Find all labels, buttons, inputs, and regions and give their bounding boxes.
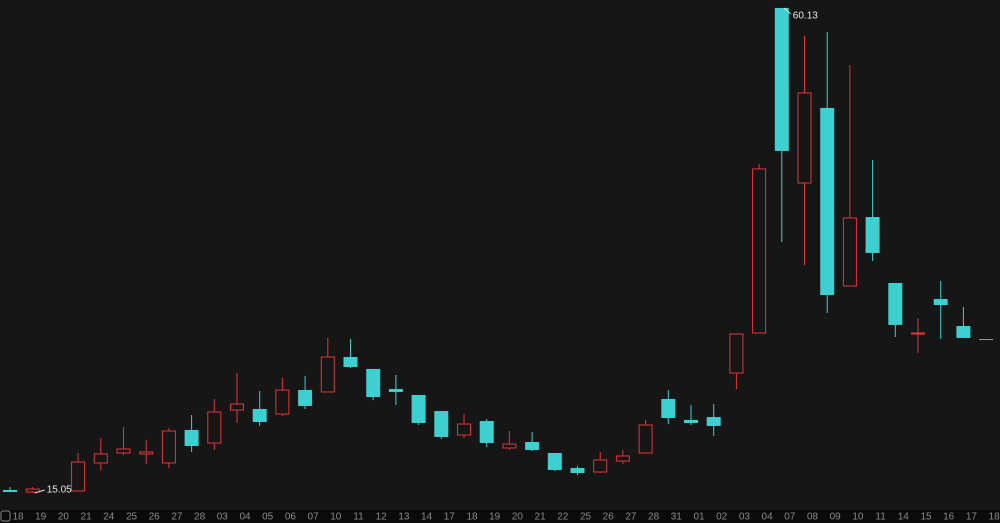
candle-body <box>593 459 608 473</box>
candle-body <box>275 389 290 415</box>
x-tick-label: 15 <box>920 512 932 523</box>
candle-body <box>570 468 585 473</box>
candle-body <box>230 403 244 411</box>
candle-body <box>842 217 857 287</box>
x-tick-label: 11 <box>875 512 886 523</box>
candle-body <box>706 417 721 426</box>
x-tick-label: 18 <box>989 512 1000 523</box>
candle-body <box>93 453 108 464</box>
x-tick-label: 28 <box>648 512 660 523</box>
x-tick-label: 08 <box>807 512 819 523</box>
candle-body <box>865 217 880 253</box>
candle-body <box>320 356 335 393</box>
candle-body <box>888 282 903 325</box>
x-tick-label: 26 <box>149 512 161 523</box>
candle-body <box>615 455 630 462</box>
candle-body <box>774 7 789 151</box>
x-tick-label: 10 <box>330 512 342 523</box>
x-tick-label: 18 <box>466 512 478 523</box>
candle-body <box>820 107 835 296</box>
candle-body <box>479 421 494 443</box>
candle-body <box>388 388 403 392</box>
candle-body <box>343 357 358 368</box>
candle-body <box>3 489 17 493</box>
candle-body <box>184 429 199 446</box>
candle-body <box>797 92 812 184</box>
x-tick-label: 19 <box>489 512 501 523</box>
max-label: 60.13 <box>793 11 818 22</box>
x-tick-label: 21 <box>81 512 93 523</box>
x-tick-label: 27 <box>625 512 637 523</box>
axis-icon[interactable] <box>0 510 11 522</box>
candle-body <box>116 448 131 454</box>
candle-body <box>525 442 540 450</box>
x-tick-label: 31 <box>671 512 683 523</box>
x-tick-label: 07 <box>784 512 796 523</box>
candle-body <box>684 419 698 423</box>
candle-body <box>252 408 267 422</box>
x-tick-label: 26 <box>603 512 615 523</box>
candle-body <box>298 390 313 406</box>
x-tick-label: 22 <box>557 512 569 523</box>
min-pointer <box>34 489 45 494</box>
x-tick-label: 01 <box>693 512 705 523</box>
x-tick-label: 04 <box>239 512 251 523</box>
x-tick-label: 02 <box>716 512 728 523</box>
candle-body <box>547 452 562 470</box>
min-label: 15.05 <box>47 485 72 496</box>
candle-body <box>956 326 971 338</box>
x-tick-label: 03 <box>739 512 751 523</box>
x-tick-label: 20 <box>58 512 70 523</box>
x-tick-label: 24 <box>103 512 115 523</box>
candle-body <box>661 398 676 419</box>
x-tick-label: 14 <box>421 512 433 523</box>
candle-body <box>457 423 471 436</box>
x-tick-label: 11 <box>353 512 364 523</box>
x-tick-label: 16 <box>943 512 955 523</box>
candle-body <box>933 299 948 306</box>
x-tick-label: 04 <box>762 512 774 523</box>
x-tick-label: 18 <box>12 512 24 523</box>
x-tick-label: 07 <box>308 512 320 523</box>
x-tick-label: 10 <box>852 512 864 523</box>
x-tick-label: 13 <box>398 512 410 523</box>
x-tick-label: 06 <box>285 512 297 523</box>
candle-body <box>71 461 86 492</box>
date-axis-strip <box>0 510 1000 523</box>
x-tick-label: 12 <box>376 512 388 523</box>
x-tick-label: 25 <box>126 512 138 523</box>
candle-body <box>366 368 381 398</box>
candle-body <box>411 394 426 423</box>
candle-body <box>25 488 40 493</box>
x-tick-label: 28 <box>194 512 206 523</box>
x-tick-label: 05 <box>262 512 274 523</box>
x-tick-label: 21 <box>535 512 547 523</box>
candle-body <box>729 333 744 374</box>
x-tick-label: 17 <box>444 512 456 523</box>
candle-body <box>752 168 767 334</box>
candle-body <box>161 430 176 464</box>
candle-body <box>502 443 517 449</box>
x-tick-label: 27 <box>171 512 183 523</box>
x-tick-label: 25 <box>580 512 592 523</box>
candle-body <box>911 332 925 335</box>
max-pointer <box>783 7 792 15</box>
candle-body <box>139 451 154 455</box>
x-tick-label: 19 <box>35 512 47 523</box>
candle-body <box>638 424 653 454</box>
candle-body <box>979 339 994 341</box>
x-tick-label: 14 <box>898 512 910 523</box>
x-tick-label: 03 <box>217 512 229 523</box>
x-tick-label: 17 <box>966 512 978 523</box>
x-tick-label: 09 <box>830 512 842 523</box>
candle-body <box>434 411 449 437</box>
x-tick-label: 20 <box>512 512 524 523</box>
candle-body <box>207 411 222 444</box>
